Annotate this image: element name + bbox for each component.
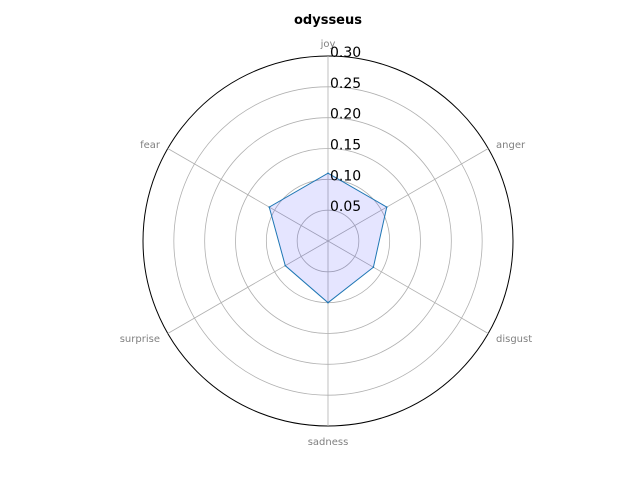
chart-title: odysseus xyxy=(294,13,362,28)
series-point xyxy=(327,302,329,304)
series-point xyxy=(327,172,329,174)
series-point xyxy=(386,206,388,208)
radial-tick-label: 0.05 xyxy=(330,199,361,215)
axis-label-sadness: sadness xyxy=(308,437,349,448)
radial-tick-label: 0.10 xyxy=(330,168,361,184)
axis-label-fear: fear xyxy=(140,140,161,151)
radial-tick-label: 0.20 xyxy=(330,107,361,123)
radial-tick-label: 0.25 xyxy=(330,76,361,92)
axis-label-disgust: disgust xyxy=(496,334,532,345)
series-point xyxy=(284,265,286,267)
series-polygon xyxy=(269,173,387,303)
axis-label-anger: anger xyxy=(496,140,526,151)
radial-tick-label: 0.15 xyxy=(330,138,361,154)
series-layer xyxy=(268,172,387,303)
radial-tick-label: 0.30 xyxy=(330,45,361,61)
series-point xyxy=(373,266,375,268)
axis-label-surprise: surprise xyxy=(120,334,160,345)
series-point xyxy=(268,206,270,208)
